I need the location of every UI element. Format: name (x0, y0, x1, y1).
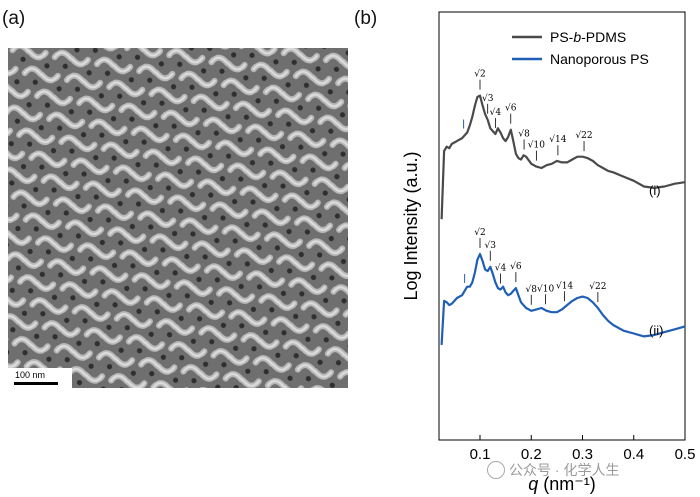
x-axis-label: q (nm⁻¹) (528, 474, 596, 494)
legend-label-nanoporous-ps: Nanoporous PS (550, 51, 649, 67)
watermark: 公众号 · 化学人生 (487, 460, 619, 480)
watermark-text: 公众号 · 化学人生 (509, 462, 620, 478)
peak-label-2: √4 (490, 107, 502, 118)
plot-frame (438, 11, 686, 441)
curve-label-i: (i) (649, 183, 661, 198)
peak-label-12: √8 (526, 284, 538, 295)
legend: PS-b-PDMS Nanoporous PS (512, 29, 649, 67)
wechat-icon (487, 461, 505, 479)
x-tick-label-4: 0.5 (675, 446, 696, 463)
peak-label-4: √8 (518, 129, 530, 140)
peak-label-15: √22 (589, 281, 606, 292)
peak-label-10: √4 (495, 263, 507, 274)
series-line-ps-b-pdms (440, 94, 686, 220)
panel-b-label: (b) (354, 8, 378, 29)
peak-label-1: √3 (482, 93, 494, 104)
peak-label-14: √14 (556, 280, 573, 291)
x-tick-label-0: 0.1 (470, 446, 491, 463)
panel-a-label: (a) (2, 8, 26, 29)
sem-micrograph-image: 100 nm (8, 48, 348, 388)
peak-label-3: √6 (505, 103, 517, 114)
x-tick-label-1: 0.2 (521, 446, 542, 463)
peak-label-5: √10 (528, 140, 545, 151)
peak-label-6: √14 (549, 134, 566, 145)
curve-label-ii: (ii) (649, 323, 663, 338)
x-tick-label-2: 0.3 (572, 446, 593, 463)
x-tick-label-3: 0.4 (623, 446, 644, 463)
peak-label-13: √10 (537, 283, 554, 294)
saxs-chart: √2√3√4 √6√8√10√14 √22√2√3√4 √6√8 √10 √14 √22 0… (401, 11, 696, 494)
series-line-nanoporous-ps (440, 252, 686, 345)
peak-label-11: √6 (510, 261, 522, 272)
peak-label-9: √3 (485, 240, 497, 251)
scale-bar-label: 100 nm (15, 370, 45, 380)
legend-label-ps-b-pdms: PS-b-PDMS (550, 29, 626, 45)
y-axis-label: Log Intensity (a.u.) (401, 151, 421, 300)
peak-label-0: √2 (474, 69, 485, 80)
peak-label-7: √22 (575, 130, 592, 141)
peak-label-8: √2 (474, 227, 485, 238)
